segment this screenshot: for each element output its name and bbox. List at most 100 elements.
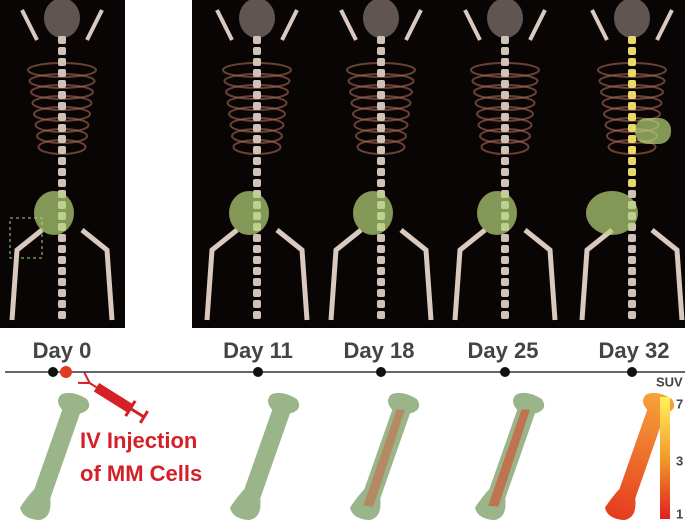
pelvis-roi [353,191,393,235]
vertebra [628,91,636,99]
dot [253,367,263,377]
bones [19,392,675,521]
ct-panel [0,0,125,328]
vertebra [377,300,385,308]
leg [204,228,310,321]
vertebra [628,80,636,88]
timeline-labels: Day 0 Day 11 Day 18 Day 25 Day 32 [33,338,670,363]
vertebra [253,102,261,110]
colorbar-tick: 3 [676,453,683,468]
arm [463,9,547,41]
colorbar: SUV 7 3 1 [656,374,683,521]
vertebra [58,278,66,286]
vertebra [628,179,636,187]
vertebra [253,300,261,308]
vertebra [377,91,385,99]
vertebra [253,234,261,242]
day-label: Day 0 [33,338,92,363]
vertebra [253,135,261,143]
pelvis-roi [34,191,74,235]
colorbar-title: SUV [656,374,683,389]
vertebra [628,146,636,154]
vertebra [377,80,385,88]
vertebra [253,146,261,154]
vertebra [58,69,66,77]
arm [20,9,104,41]
vertebra [628,69,636,77]
skull [487,0,523,38]
day-label: Day 25 [468,338,539,363]
vertebra [501,36,509,44]
vertebra [58,124,66,132]
vertebra [377,102,385,110]
vertebra [377,289,385,297]
vertebra [58,157,66,165]
vertebra [58,234,66,242]
vertebra [377,179,385,187]
vertebra [58,135,66,143]
dot [500,367,510,377]
uptake [363,409,405,507]
vertebra [377,69,385,77]
vertebra [501,58,509,66]
vertebra [628,234,636,242]
vertebra [253,58,261,66]
vertebra [377,124,385,132]
ct-panel [572,0,685,328]
arm [339,9,423,41]
vertebra [628,289,636,297]
vertebra [628,135,636,143]
ct-panel [192,0,322,328]
vertebra [628,168,636,176]
vertebra [58,146,66,154]
vertebra [253,267,261,275]
vertebra [501,157,509,165]
vertebra [501,256,509,264]
arm [590,9,674,41]
vertebra [501,278,509,286]
vertebra [628,190,636,198]
vertebra [377,113,385,121]
femur [229,392,300,521]
vertebra [253,157,261,165]
femur-shape [229,392,300,521]
vertebra [58,168,66,176]
skull [44,0,80,38]
pelvis-roi [229,191,269,235]
vertebra [253,179,261,187]
vertebra [501,267,509,275]
day-label: Day 18 [344,338,415,363]
vertebra [501,47,509,55]
femur-shape [349,392,420,521]
femur [349,392,420,521]
vertebra [501,113,509,121]
vertebra [501,91,509,99]
vertebra [628,47,636,55]
syringe [78,372,149,424]
vertebra [253,168,261,176]
vertebra [253,113,261,121]
vertebra [58,245,66,253]
timeline-dots [48,366,637,378]
vertebra [628,157,636,165]
femur-shape [19,392,90,521]
vertebra [377,278,385,286]
vertebra [628,278,636,286]
vertebra [501,234,509,242]
vertebra [58,113,66,121]
vertebra [58,311,66,319]
pelvis-roi [477,191,517,235]
leg [9,228,115,321]
leg [579,228,685,321]
vertebra [58,91,66,99]
vertebra [58,267,66,275]
dot [60,366,72,378]
spine-roi [635,118,671,144]
colorbar-tick: 1 [676,506,683,521]
vertebra [253,311,261,319]
vertebra [501,124,509,132]
vertebra [628,245,636,253]
dot [48,367,58,377]
vertebra [628,102,636,110]
vertebra [253,91,261,99]
